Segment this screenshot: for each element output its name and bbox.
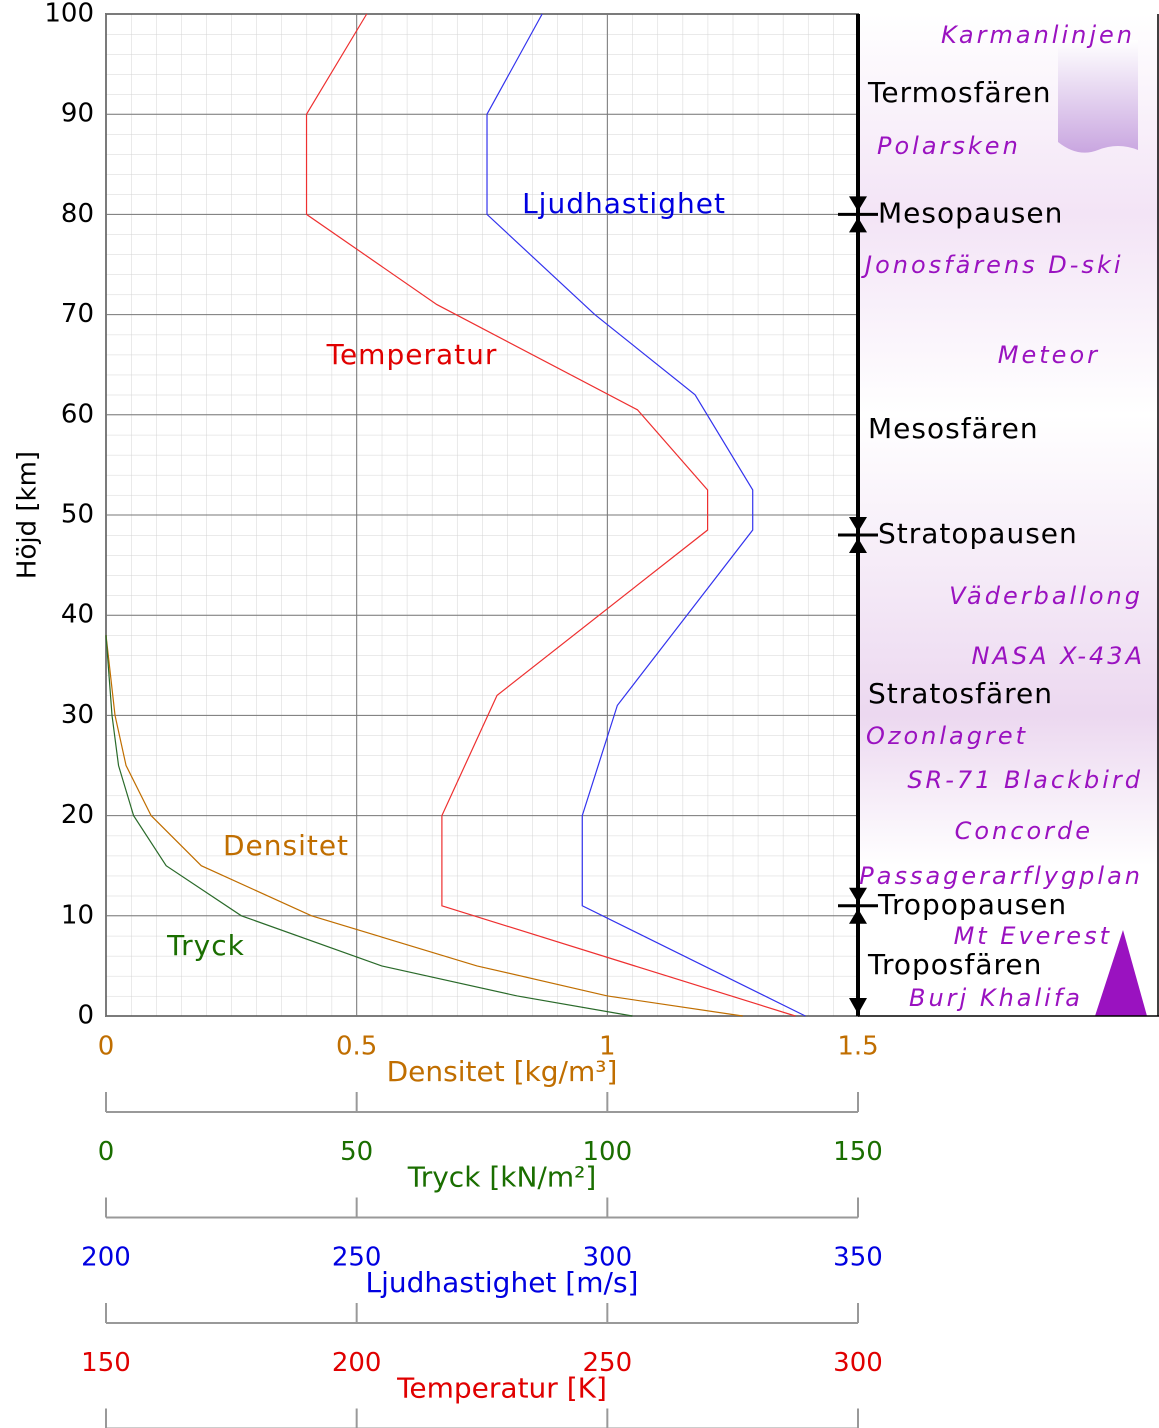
layer-label: Stratosfären	[868, 677, 1053, 710]
boundary-label: Mesopausen	[878, 196, 1063, 229]
y-tick-label: 80	[61, 199, 94, 229]
x-tick-label: 300	[833, 1348, 883, 1378]
series-label: Ljudhastighet	[522, 187, 726, 220]
event-label: Väderballong	[949, 582, 1143, 610]
y-tick-label: 40	[61, 600, 94, 630]
x-tick-label: 350	[833, 1243, 883, 1273]
aurora	[1058, 40, 1138, 153]
event-label: Karmanlinjen	[941, 21, 1135, 49]
layer-label: Troposfären	[867, 948, 1042, 981]
event-label: NASA X-43A	[971, 642, 1145, 670]
x-tick-label: 150	[833, 1137, 883, 1167]
x-tick-label: 0	[98, 1137, 115, 1167]
y-tick-label: 100	[44, 0, 94, 29]
event-label: Jonosfärens D-ski	[861, 251, 1124, 279]
x-axis-title: Temperatur [K]	[396, 1372, 607, 1405]
y-tick-label: 60	[61, 399, 94, 429]
y-axis-title: Höjd [km]	[13, 451, 43, 579]
y-tick-label: 90	[61, 99, 94, 129]
event-label: Passagerarflygplan	[859, 862, 1143, 890]
x-tick-label: 0	[98, 1032, 115, 1062]
x-axis-title: Ljudhastighet [m/s]	[366, 1266, 639, 1299]
x-tick-label: 50	[340, 1137, 373, 1167]
series-label: Temperatur	[326, 338, 498, 371]
y-tick-label: 10	[61, 900, 94, 930]
event-label: Mt Everest	[954, 922, 1112, 950]
event-label: Concorde	[955, 817, 1093, 845]
x-tick-label: 1.5	[837, 1032, 878, 1062]
chart: Höjd [km] 010203040506070809010000.511.5…	[0, 0, 1159, 1428]
x-tick-label: 0.5	[336, 1032, 377, 1062]
boundary-label: Stratopausen	[878, 517, 1078, 550]
x-axis-title: Densitet [kg/m³]	[387, 1055, 618, 1088]
x-axis-title: Tryck [kN/m²]	[407, 1161, 597, 1194]
x-tick-label: 200	[332, 1348, 382, 1378]
event-label: Meteor	[998, 341, 1100, 369]
y-tick-label: 70	[61, 299, 94, 329]
x-tick-label: 150	[81, 1348, 131, 1378]
layer-label: Termosfären	[867, 76, 1051, 109]
y-tick-label: 50	[61, 500, 94, 530]
event-label: Ozonlagret	[866, 722, 1028, 750]
y-tick-label: 20	[61, 800, 94, 830]
layer-label: Mesosfären	[868, 412, 1039, 445]
y-tick-label: 0	[77, 1001, 94, 1031]
boundary-label: Tropopausen	[877, 888, 1067, 921]
event-label: Burj Khalifa	[909, 984, 1083, 1012]
x-tick-label: 200	[81, 1243, 131, 1273]
page: {"chart_data": { "type": "line", "y_labe…	[0, 0, 1159, 1428]
event-label: Polarsken	[877, 132, 1021, 160]
series-label: Tryck	[166, 929, 245, 962]
y-tick-label: 30	[61, 700, 94, 730]
series-label: Densitet	[223, 829, 349, 862]
event-label: SR-71 Blackbird	[907, 766, 1143, 794]
